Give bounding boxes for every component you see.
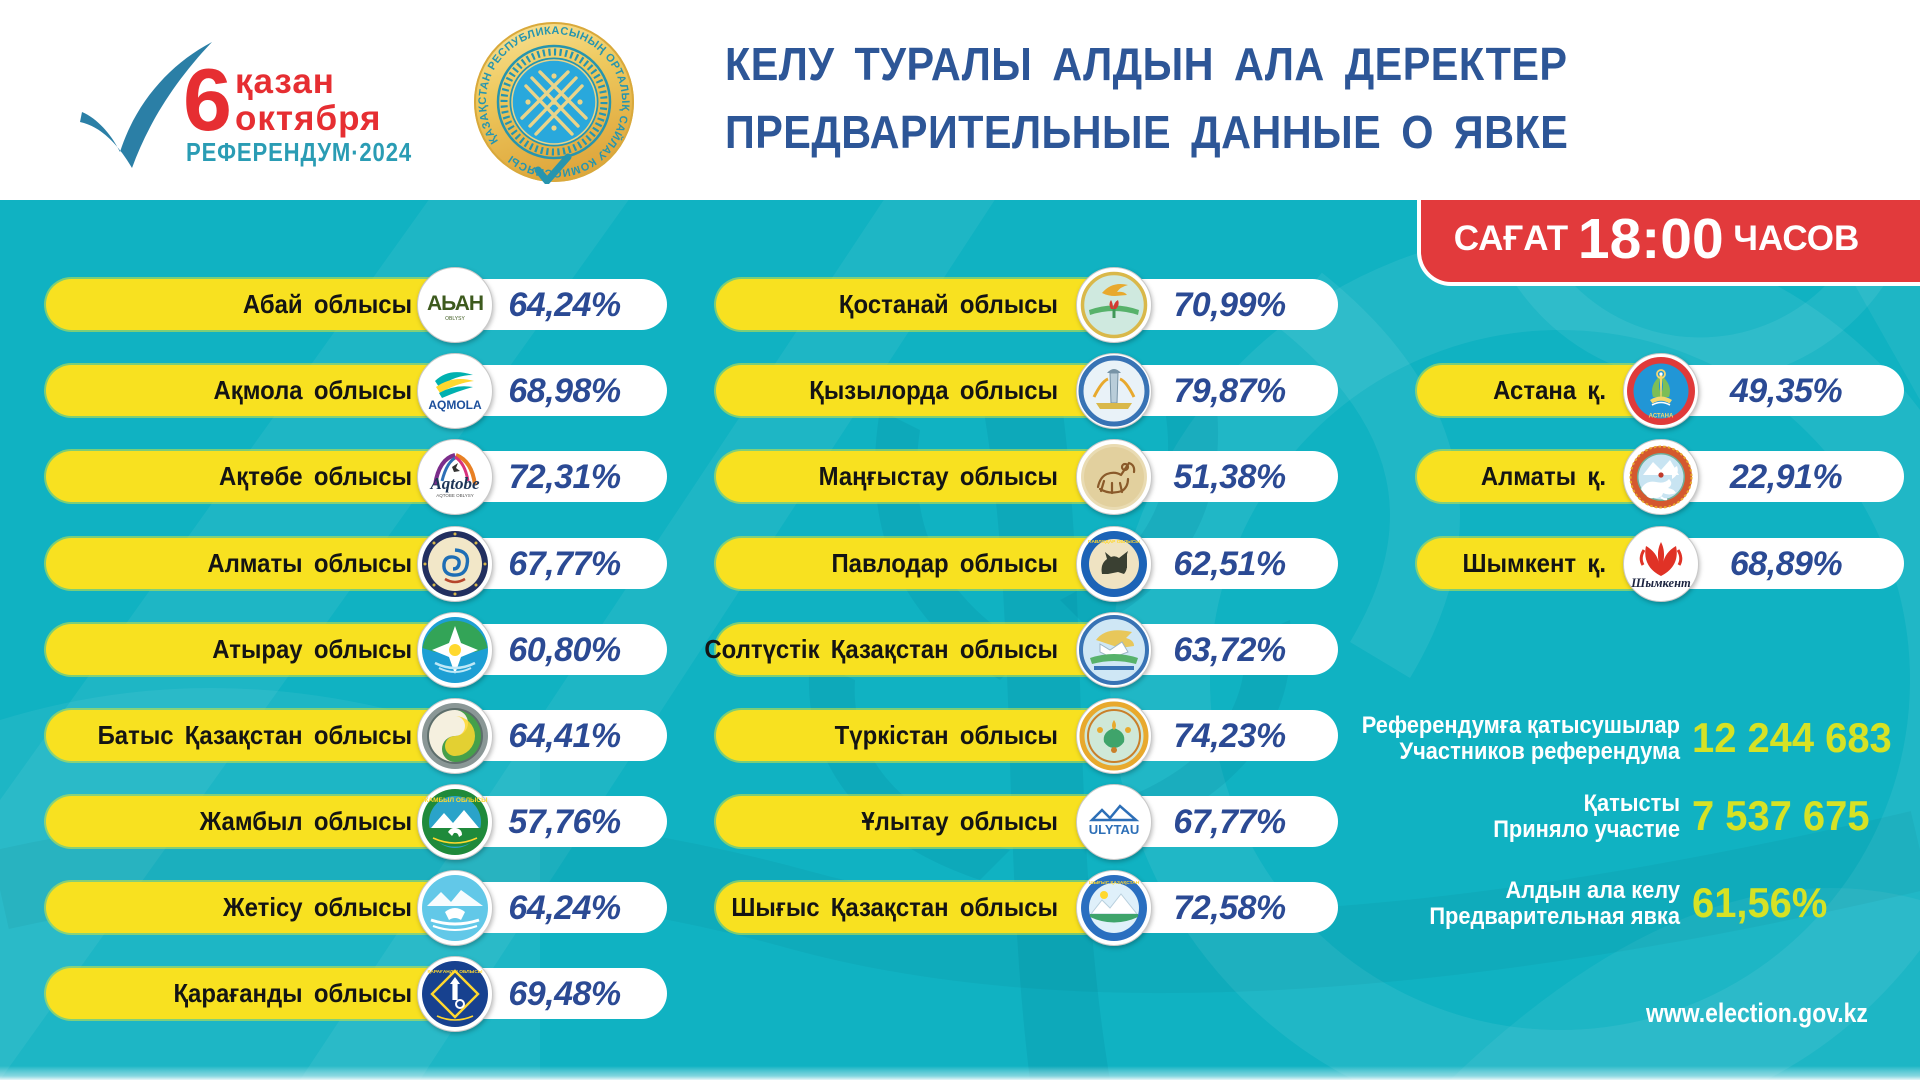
svg-text:AQTOBE OBLYSY: AQTOBE OBLYSY <box>436 493 474 498</box>
svg-text:Aqtobe: Aqtobe <box>429 474 480 493</box>
svg-text:ULYTAU: ULYTAU <box>1089 822 1140 837</box>
svg-text:ҚАРАҒАНДЫ ОБЛЫСЫ: ҚАРАҒАНДЫ ОБЛЫСЫ <box>427 969 482 975</box>
svg-text:Шымкент: Шымкент <box>1630 576 1691 590</box>
svg-text:OBLYSY: OBLYSY <box>445 316 465 322</box>
svg-text:ПАВЛОДАР ОБЛЫСЫ: ПАВЛОДАР ОБЛЫСЫ <box>1088 539 1140 545</box>
svg-text:АЬАН: АЬАН <box>427 292 483 315</box>
svg-text:ЖАМБЫЛ ОБЛЫСЫ: ЖАМБЫЛ ОБЛЫСЫ <box>422 797 488 804</box>
svg-text:ШЫҒЫС ҚАЗАҚСТАН: ШЫҒЫС ҚАЗАҚСТАН <box>1089 880 1140 886</box>
svg-text:АСТАНА: АСТАНА <box>1649 414 1674 420</box>
svg-text:AQMOLA: AQMOLA <box>428 398 482 412</box>
